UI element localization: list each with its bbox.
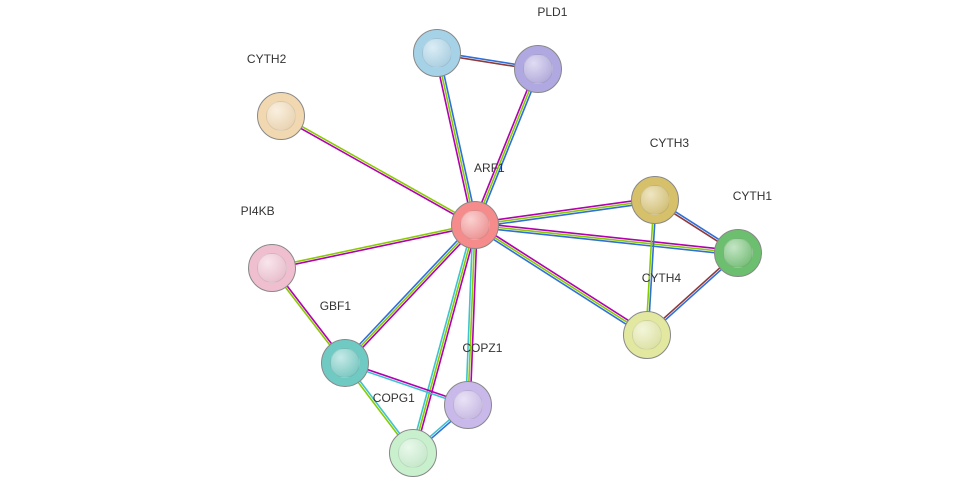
node-circle[interactable] xyxy=(413,29,461,77)
node-circle[interactable] xyxy=(444,381,492,429)
node-copg1[interactable]: COPG1 xyxy=(389,429,437,477)
edge-ARF1-CYTH3 xyxy=(475,198,655,223)
structure-icon xyxy=(266,101,296,131)
structure-icon xyxy=(460,210,490,240)
node-label: PLD2 xyxy=(436,0,466,3)
node-circle[interactable] xyxy=(248,244,296,292)
edge-ARF1-PLD2 xyxy=(439,53,477,225)
node-label: CYTH2 xyxy=(247,52,286,66)
node-pi4kb[interactable]: PI4KB xyxy=(248,244,296,292)
node-cyth2[interactable]: CYTH2 xyxy=(257,92,305,140)
node-circle[interactable] xyxy=(623,311,671,359)
node-circle[interactable] xyxy=(631,176,679,224)
edge-ARF1-CYTH2 xyxy=(282,115,476,224)
node-circle[interactable] xyxy=(451,201,499,249)
node-arf1[interactable]: ARF1 xyxy=(451,201,499,249)
structure-icon xyxy=(640,185,670,215)
network-canvas: ARF1 PLD2 PLD1 CYTH2 CYTH3 CYTH1 CYTH4 PI4KB GBF… xyxy=(0,0,975,504)
edge-ARF1-CYTH4 xyxy=(475,225,647,335)
edge-ARF1-PI4KB xyxy=(272,226,475,269)
node-circle[interactable] xyxy=(389,429,437,477)
edge-ARF1-CYTH2 xyxy=(280,117,474,226)
node-label: PI4KB xyxy=(241,204,275,218)
node-cyth1[interactable]: CYTH1 xyxy=(714,229,762,277)
node-copz1[interactable]: COPZ1 xyxy=(444,381,492,429)
node-pld1[interactable]: PLD1 xyxy=(514,45,562,93)
node-pld2[interactable]: PLD2 xyxy=(413,29,461,77)
edge-ARF1-PLD2 xyxy=(435,53,473,225)
edge-ARF1-CYTH3 xyxy=(475,200,655,225)
node-label: ARF1 xyxy=(474,161,505,175)
node-gbf1[interactable]: GBF1 xyxy=(321,339,369,387)
node-circle[interactable] xyxy=(514,45,562,93)
structure-icon xyxy=(330,348,360,378)
node-circle[interactable] xyxy=(714,229,762,277)
structure-icon xyxy=(523,54,553,84)
node-label: CYTH1 xyxy=(733,189,772,203)
structure-icon xyxy=(453,390,483,420)
structure-icon xyxy=(632,320,662,350)
structure-icon xyxy=(398,438,428,468)
node-label: CYTH4 xyxy=(642,271,681,285)
node-cyth4[interactable]: CYTH4 xyxy=(623,311,671,359)
node-circle[interactable] xyxy=(257,92,305,140)
node-circle[interactable] xyxy=(321,339,369,387)
node-label: GBF1 xyxy=(320,299,351,313)
edge-ARF1-CYTH3 xyxy=(475,202,655,227)
node-cyth3[interactable]: CYTH3 xyxy=(631,176,679,224)
structure-icon xyxy=(257,253,287,283)
edge-ARF1-PLD2 xyxy=(437,53,475,225)
node-label: CYTH3 xyxy=(650,136,689,150)
node-label: COPZ1 xyxy=(462,341,502,355)
structure-icon xyxy=(723,238,753,268)
node-label: PLD1 xyxy=(537,5,567,19)
node-label: COPG1 xyxy=(373,391,415,405)
structure-icon xyxy=(422,38,452,68)
